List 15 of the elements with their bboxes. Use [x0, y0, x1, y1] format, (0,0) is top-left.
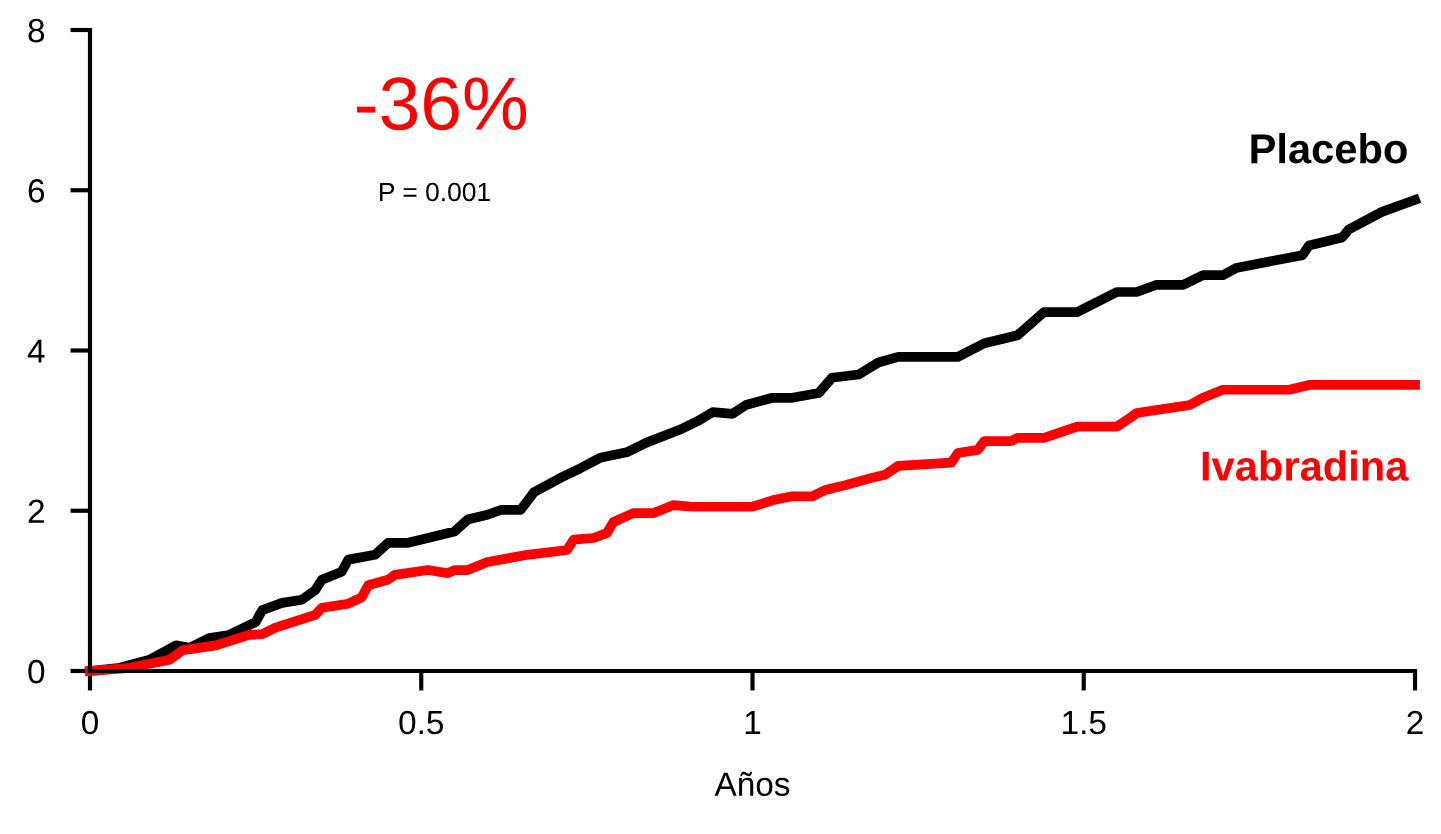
x-tick-label: 1: [745, 711, 761, 735]
x-tick-label: 0.5: [399, 710, 444, 735]
y-tick-label: 8: [28, 18, 45, 43]
x-tick-label: 2: [1407, 710, 1423, 735]
y-tick-label: 0: [28, 659, 45, 684]
series-label: Placebo: [1251, 132, 1407, 164]
y-tick-label: 2: [28, 499, 44, 523]
annotation: -36%: [356, 77, 526, 131]
annotation: P = 0.001: [380, 182, 490, 202]
x-axis-title: Años: [714, 771, 790, 796]
x-tick-label: 1.5: [1063, 711, 1106, 735]
y-tick-label: 4: [27, 339, 45, 363]
series-label: Ivabradina: [1202, 450, 1409, 481]
x-tick-label: 0: [82, 710, 98, 735]
y-tick-label: 6: [28, 179, 45, 203]
